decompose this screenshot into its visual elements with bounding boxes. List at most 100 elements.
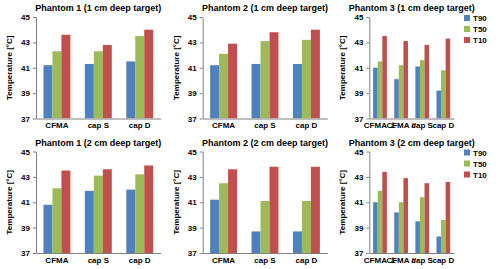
tick-label: 37 — [21, 115, 30, 124]
panel: 3739414345CFMAcap Scap DPhantom 1 (1 cm … — [5, 3, 161, 130]
legend-label: T50 — [473, 25, 487, 34]
tick: cap D — [296, 121, 318, 130]
tick-mark — [200, 68, 203, 69]
y-axis: 3739414345 — [354, 13, 369, 124]
tick: 37 — [21, 249, 36, 258]
tick-mark — [33, 17, 36, 18]
bar — [399, 65, 404, 118]
tick-mark — [200, 42, 203, 43]
legend-item: T50 — [464, 25, 487, 34]
bar — [61, 171, 70, 253]
bar — [43, 205, 52, 253]
tick-mark — [200, 202, 203, 203]
tick-label: 45 — [354, 13, 363, 22]
bars — [373, 36, 450, 118]
tick-mark — [33, 177, 36, 178]
tick-label: 39 — [188, 224, 197, 233]
legend-swatch — [464, 15, 470, 21]
tick-label: cap S — [88, 256, 110, 265]
tick-mark — [366, 177, 369, 178]
bar — [382, 172, 387, 253]
bar — [293, 64, 302, 119]
tick: 45 — [354, 13, 369, 22]
tick-mark — [200, 177, 203, 178]
tick-label: cap D — [296, 121, 318, 130]
tick-label: 45 — [188, 148, 197, 157]
axis-line — [203, 119, 328, 120]
title: Phantom 2 (2 cm deep target) — [202, 138, 328, 148]
tick-label: 39 — [354, 224, 363, 233]
tick: 41 — [354, 198, 369, 207]
tick: 41 — [21, 64, 36, 73]
bars — [210, 30, 320, 119]
bar — [144, 165, 153, 253]
tick: 45 — [188, 148, 203, 157]
bar — [85, 64, 94, 119]
legend-label: T90 — [473, 149, 487, 158]
bar — [94, 51, 103, 118]
legend-swatch — [464, 26, 470, 32]
bar — [103, 169, 112, 253]
tick: cap D — [432, 256, 454, 265]
bar — [135, 36, 144, 118]
tick-label: 45 — [21, 148, 30, 157]
x-axis: CFMAcap Scap D — [203, 254, 328, 265]
bar — [52, 51, 61, 118]
axis-title: Temperature [°C] — [5, 35, 14, 100]
legend-item: T10 — [464, 171, 487, 180]
bar — [43, 65, 52, 118]
tick-mark — [366, 93, 369, 94]
tick: cap D — [129, 121, 151, 130]
tick-label: 45 — [354, 148, 363, 157]
bar — [252, 64, 261, 119]
title: Phantom 3 (2 cm deep target) — [349, 138, 475, 148]
bar — [446, 182, 451, 253]
y-axis: 3739414345 — [354, 148, 369, 259]
bar — [219, 183, 228, 253]
x-axis: CFMA cap S cap D — [37, 254, 162, 265]
tick-label: cap S — [88, 121, 110, 130]
tick-label: 39 — [21, 224, 30, 233]
bar — [399, 202, 404, 253]
tick: cap D — [432, 121, 454, 130]
tick-label: 37 — [188, 115, 197, 124]
bar — [261, 201, 270, 253]
bar — [103, 45, 112, 119]
legend-item: T50 — [464, 160, 487, 169]
axis-line — [36, 18, 37, 120]
title: Phantom 1 (1 cm deep target) — [35, 3, 161, 13]
legend-label: T10 — [473, 171, 487, 180]
tick: 41 — [188, 198, 203, 207]
tick-mark — [33, 93, 36, 94]
tick: 41 — [188, 64, 203, 73]
bar — [378, 61, 383, 118]
tick-label: CFMA — [45, 256, 68, 265]
legend-swatch — [464, 37, 470, 43]
tick-label: 41 — [188, 198, 197, 207]
tick-label: cap D — [432, 121, 454, 130]
axis-title: Temperature [°C] — [338, 35, 347, 100]
x-axis: CFMAcap Scap D — [37, 119, 162, 130]
bar — [302, 40, 311, 119]
tick-mark — [366, 152, 369, 153]
tick: 41 — [21, 198, 36, 207]
bar — [52, 188, 61, 253]
bar — [415, 66, 420, 118]
axis-line — [369, 18, 370, 120]
axis-title: Temperature [°C] — [172, 35, 181, 100]
tick: cap D — [129, 256, 151, 265]
tick-mark — [33, 228, 36, 229]
tick-mark — [33, 119, 36, 120]
tick-mark — [366, 253, 369, 254]
tick: 43 — [188, 173, 203, 182]
bar — [420, 60, 425, 118]
tick: 43 — [188, 38, 203, 47]
bars — [373, 172, 450, 253]
tick-mark — [33, 42, 36, 43]
tick-mark — [366, 228, 369, 229]
panel: 3739414345CFMAcap Scap DPhantom 1 (2 cm … — [5, 138, 161, 265]
legend-item: T90 — [464, 149, 487, 158]
bar — [403, 178, 408, 253]
bar — [135, 174, 144, 253]
bar — [302, 201, 311, 253]
